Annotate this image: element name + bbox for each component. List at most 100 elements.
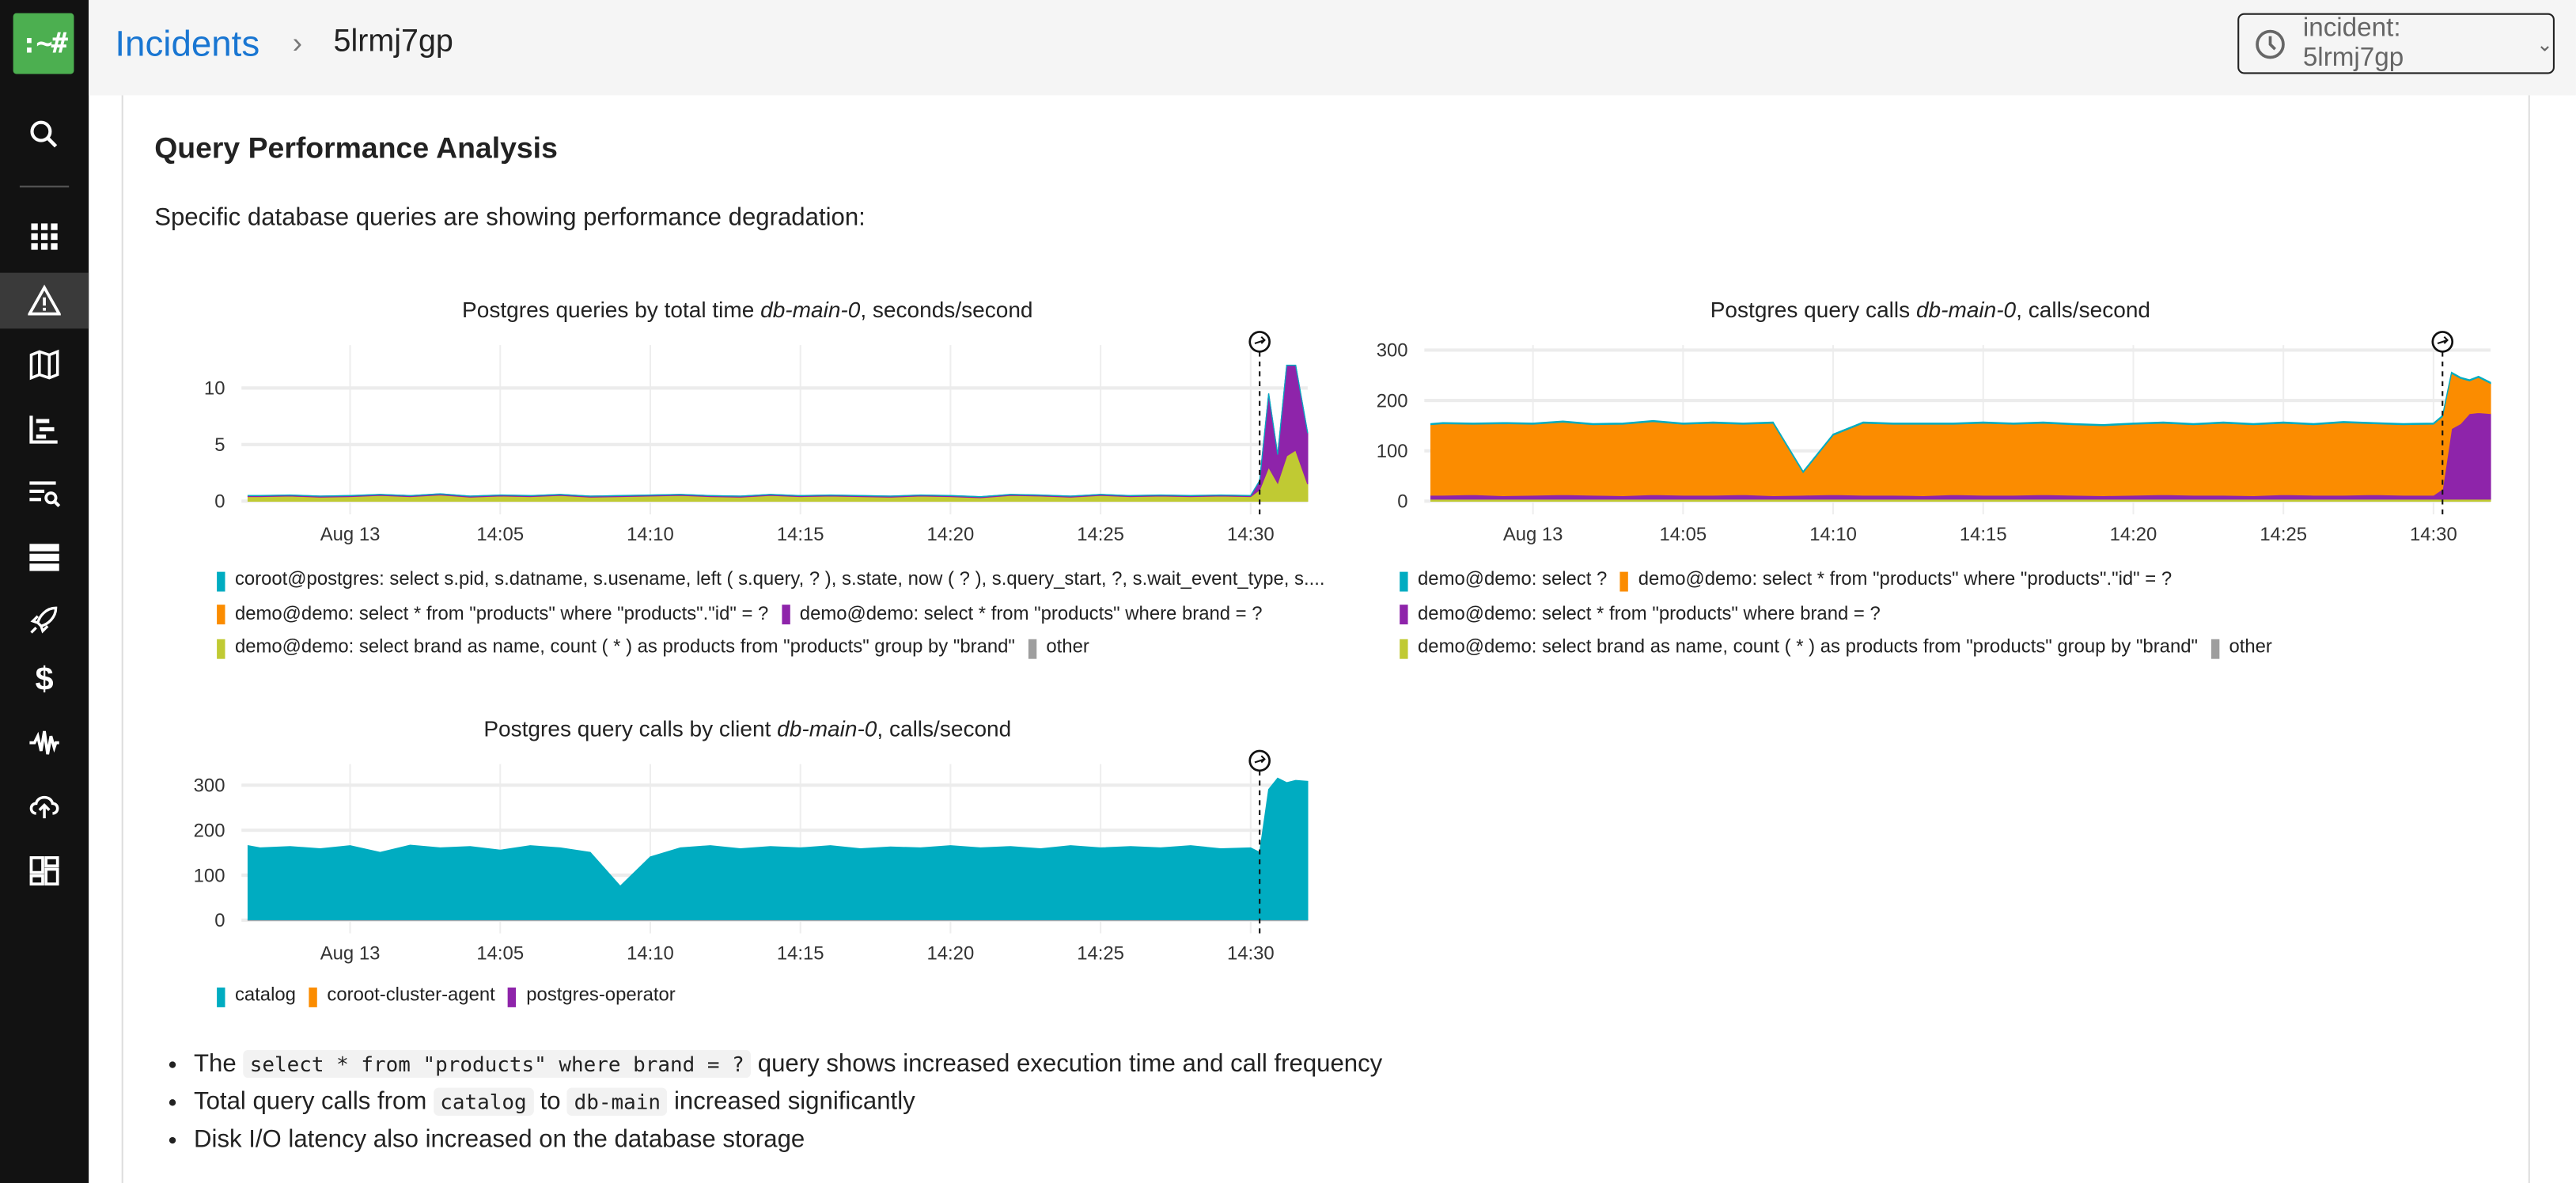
finding-item: Total query calls from catalog to db-mai…	[194, 1083, 1382, 1120]
legend-item[interactable]: demo@demo: select * from "products" wher…	[782, 601, 1263, 628]
chart-query-calls-by-client: Postgres query calls by client db-main-0…	[172, 715, 1323, 1027]
legend-swatch	[782, 605, 790, 624]
y-tick-label: 300	[194, 775, 225, 797]
x-tick-label: 14:10	[627, 524, 674, 545]
legend-swatch	[1029, 639, 1036, 658]
legend-item[interactable]: coroot-cluster-agent	[309, 983, 495, 1010]
legend-item[interactable]: demo@demo: select * from "products" wher…	[1400, 601, 1881, 628]
y-tick-label: 300	[1377, 340, 1408, 362]
sidebar-item-deployments[interactable]	[0, 592, 89, 648]
sidebar-divider	[20, 186, 69, 188]
x-tick-label: 14:05	[476, 943, 524, 965]
legend-item[interactable]: other	[2211, 635, 2272, 662]
intro-text: Specific database queries are showing pe…	[154, 203, 866, 231]
legend-item[interactable]: demo@demo: select brand as name, count (…	[1400, 635, 2198, 662]
y-tick-label: 200	[1377, 390, 1408, 411]
legend-label: catalog	[235, 983, 296, 1010]
chart-query-calls: Postgres query calls db-main-0, calls/se…	[1355, 296, 2506, 658]
x-tick-label: 14:15	[1960, 524, 2007, 545]
map-icon	[28, 348, 61, 381]
grid-icon	[28, 220, 61, 253]
inline-code: select * from "products" where brand = ?	[243, 1050, 751, 1078]
rocket-icon	[28, 603, 61, 636]
sidebar-item-incidents[interactable]	[0, 273, 89, 329]
sidebar-item-traces[interactable]	[0, 401, 89, 457]
legend-label: demo@demo: select * from "products" wher…	[1638, 567, 2172, 594]
sidebar-item-dashboards[interactable]	[0, 843, 89, 899]
x-tick-label: Aug 13	[1503, 524, 1563, 545]
dashboard-icon	[28, 855, 61, 888]
sidebar-item-cloud[interactable]	[0, 777, 89, 833]
inline-code: catalog	[434, 1088, 533, 1116]
logo[interactable]: :~#	[13, 13, 74, 74]
server-icon	[28, 540, 61, 574]
incident-selector-button[interactable]: incident: 5lrmj7gp ⌄	[2237, 13, 2555, 74]
text: to	[540, 1088, 561, 1116]
x-tick-label: 14:25	[2260, 524, 2307, 545]
legend-swatch	[217, 639, 225, 658]
legend-swatch	[1400, 639, 1407, 658]
incident-report: Query Performance Analysis Specific data…	[122, 95, 2530, 1183]
finding-item: Disk I/O latency also increased on the d…	[194, 1120, 1382, 1158]
findings-list: The select * from "products" where brand…	[166, 1045, 1383, 1158]
chart-legend: coroot@postgres: select s.pid, s.datname…	[217, 567, 1317, 668]
legend-swatch	[217, 605, 225, 624]
x-tick-label: 14:15	[777, 524, 824, 545]
legend-label: postgres-operator	[526, 983, 676, 1010]
sidebar-item-costs[interactable]: $	[0, 652, 89, 708]
inline-code: db-main	[567, 1088, 667, 1116]
x-tick-label: 14:30	[2410, 524, 2457, 545]
breadcrumb-current: 5lrmj7gp	[334, 25, 453, 61]
x-tick-label: 14:20	[927, 943, 975, 965]
x-tick-label: Aug 13	[320, 524, 381, 545]
legend-swatch	[2211, 639, 2219, 658]
breadcrumb-incidents-link[interactable]: Incidents	[115, 23, 259, 66]
legend-label: demo@demo: select * from "products" wher…	[235, 601, 768, 628]
x-tick-label: 14:20	[927, 524, 975, 545]
legend-item[interactable]: postgres-operator	[508, 983, 675, 1010]
legend-item[interactable]: demo@demo: select * from "products" wher…	[217, 601, 768, 628]
sidebar-item-applications[interactable]	[0, 209, 89, 265]
x-tick-label: 14:05	[1659, 524, 1707, 545]
legend-item[interactable]: catalog	[217, 983, 296, 1010]
legend-label: demo@demo: select * from "products" wher…	[1418, 601, 1881, 628]
sidebar-item-map[interactable]	[0, 337, 89, 393]
series-area-demo-demo-select-from-products-where-bra	[248, 366, 1308, 498]
text: increased significantly	[674, 1088, 915, 1116]
legend-swatch	[1400, 571, 1407, 591]
search-icon	[28, 119, 61, 152]
legend-label: coroot-cluster-agent	[327, 983, 494, 1010]
sidebar-item-anomalies[interactable]	[0, 715, 89, 771]
sidebar-item-nodes[interactable]	[0, 529, 89, 586]
x-tick-label: 14:05	[476, 524, 524, 545]
legend-swatch	[508, 987, 516, 1007]
incident-selector-label: incident: 5lrmj7gp	[2303, 14, 2507, 74]
x-tick-label: 14:15	[777, 943, 824, 965]
y-tick-label: 0	[1397, 491, 1407, 513]
sidebar-item-logs[interactable]	[0, 465, 89, 521]
legend-item[interactable]: other	[1029, 635, 1089, 662]
series-area-demo-demo-select-from-products-where-pro	[248, 450, 1308, 498]
x-tick-label: 14:30	[1227, 943, 1275, 965]
sidebar-item-search[interactable]	[0, 107, 89, 163]
series-area-coroot-postgres-select-s-pid-s-datname-s	[248, 366, 1308, 497]
header: Incidents › 5lrmj7gp incident: 5lrmj7gp …	[89, 0, 2576, 95]
x-tick-label: Aug 13	[320, 943, 381, 965]
chart-queries-total-time: Postgres queries by total time db-main-0…	[172, 296, 1323, 658]
text: Total query calls from	[194, 1088, 426, 1116]
y-tick-label: 0	[214, 910, 225, 931]
x-tick-label: 14:10	[627, 943, 674, 965]
legend-item[interactable]: coroot@postgres: select s.pid, s.datname…	[217, 567, 1324, 594]
legend-item[interactable]: demo@demo: select ?	[1400, 567, 1607, 594]
section-heading: Query Performance Analysis	[154, 131, 558, 166]
y-tick-label: 100	[1377, 441, 1408, 462]
series-area-catalog	[248, 778, 1308, 919]
y-tick-label: 0	[214, 491, 225, 513]
x-tick-label: 14:30	[1227, 524, 1275, 545]
legend-item[interactable]: demo@demo: select * from "products" wher…	[1620, 567, 2172, 594]
finding-item: The select * from "products" where brand…	[194, 1045, 1382, 1083]
legend-item[interactable]: demo@demo: select brand as name, count (…	[217, 635, 1015, 662]
